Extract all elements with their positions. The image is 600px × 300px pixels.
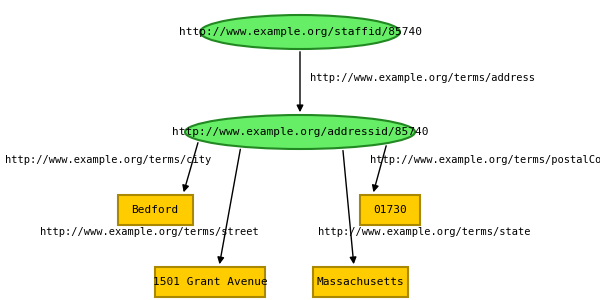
- Text: 1501 Grant Avenue: 1501 Grant Avenue: [152, 277, 268, 287]
- Ellipse shape: [200, 15, 400, 49]
- FancyBboxPatch shape: [313, 267, 407, 297]
- Text: http://www.example.org/staffid/85740: http://www.example.org/staffid/85740: [179, 27, 421, 37]
- Text: http://www.example.org/terms/city: http://www.example.org/terms/city: [5, 155, 211, 165]
- Text: http://www.example.org/terms/street: http://www.example.org/terms/street: [40, 227, 259, 237]
- Text: http://www.example.org/addressid/85740: http://www.example.org/addressid/85740: [172, 127, 428, 137]
- FancyBboxPatch shape: [360, 195, 420, 225]
- Text: http://www.example.org/terms/address: http://www.example.org/terms/address: [310, 73, 535, 83]
- Text: Bedford: Bedford: [131, 205, 179, 215]
- FancyBboxPatch shape: [118, 195, 193, 225]
- Text: http://www.example.org/terms/state: http://www.example.org/terms/state: [318, 227, 530, 237]
- FancyBboxPatch shape: [155, 267, 265, 297]
- Text: http://www.example.org/terms/postalCode: http://www.example.org/terms/postalCode: [370, 155, 600, 165]
- Text: 01730: 01730: [373, 205, 407, 215]
- Text: Massachusetts: Massachusetts: [316, 277, 404, 287]
- Ellipse shape: [185, 115, 415, 149]
